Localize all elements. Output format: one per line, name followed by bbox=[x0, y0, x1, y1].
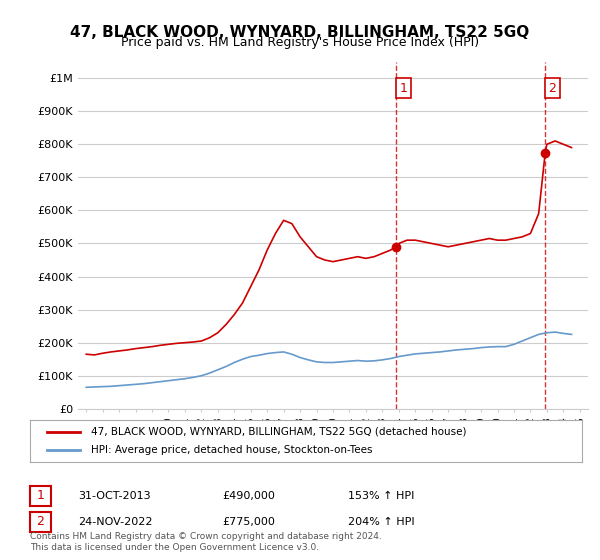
Text: 2: 2 bbox=[37, 515, 44, 529]
Text: 47, BLACK WOOD, WYNYARD, BILLINGHAM, TS22 5GQ: 47, BLACK WOOD, WYNYARD, BILLINGHAM, TS2… bbox=[70, 25, 530, 40]
Text: 1: 1 bbox=[37, 489, 44, 502]
Text: 31-OCT-2013: 31-OCT-2013 bbox=[78, 491, 151, 501]
Text: £490,000: £490,000 bbox=[222, 491, 275, 501]
Text: £775,000: £775,000 bbox=[222, 517, 275, 527]
Text: 47, BLACK WOOD, WYNYARD, BILLINGHAM, TS22 5GQ (detached house): 47, BLACK WOOD, WYNYARD, BILLINGHAM, TS2… bbox=[91, 427, 466, 437]
Text: Contains HM Land Registry data © Crown copyright and database right 2024.
This d: Contains HM Land Registry data © Crown c… bbox=[30, 532, 382, 552]
Text: 153% ↑ HPI: 153% ↑ HPI bbox=[348, 491, 415, 501]
Text: 24-NOV-2022: 24-NOV-2022 bbox=[78, 517, 152, 527]
Text: 204% ↑ HPI: 204% ↑ HPI bbox=[348, 517, 415, 527]
Text: HPI: Average price, detached house, Stockton-on-Tees: HPI: Average price, detached house, Stoc… bbox=[91, 445, 372, 455]
Text: 1: 1 bbox=[399, 82, 407, 95]
Text: 2: 2 bbox=[548, 82, 556, 95]
Text: Price paid vs. HM Land Registry's House Price Index (HPI): Price paid vs. HM Land Registry's House … bbox=[121, 36, 479, 49]
